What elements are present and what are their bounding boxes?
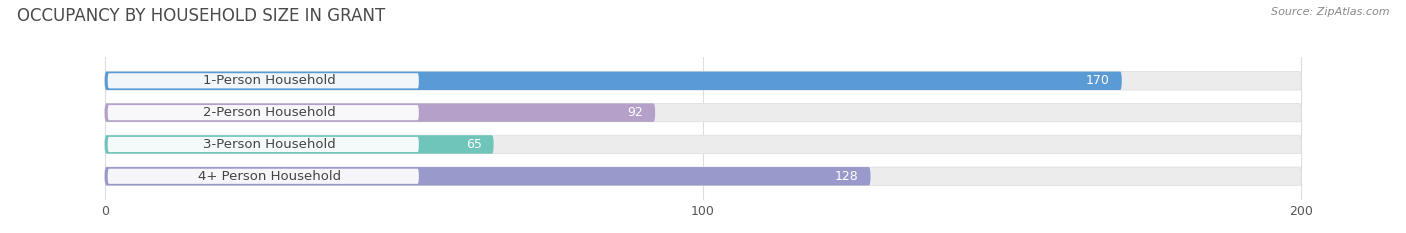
FancyBboxPatch shape — [104, 103, 1302, 122]
Text: OCCUPANCY BY HOUSEHOLD SIZE IN GRANT: OCCUPANCY BY HOUSEHOLD SIZE IN GRANT — [17, 7, 385, 25]
FancyBboxPatch shape — [108, 73, 419, 88]
Text: 170: 170 — [1085, 74, 1109, 87]
Text: 4+ Person Household: 4+ Person Household — [198, 170, 340, 183]
FancyBboxPatch shape — [108, 137, 419, 152]
FancyBboxPatch shape — [104, 167, 1302, 185]
Text: Source: ZipAtlas.com: Source: ZipAtlas.com — [1271, 7, 1389, 17]
Text: 128: 128 — [835, 170, 859, 183]
FancyBboxPatch shape — [108, 169, 419, 184]
Text: 1-Person Household: 1-Person Household — [202, 74, 336, 87]
FancyBboxPatch shape — [108, 105, 419, 120]
FancyBboxPatch shape — [104, 167, 870, 185]
Text: 92: 92 — [627, 106, 643, 119]
Text: 65: 65 — [465, 138, 482, 151]
Text: 2-Person Household: 2-Person Household — [202, 106, 336, 119]
FancyBboxPatch shape — [104, 135, 1302, 154]
FancyBboxPatch shape — [104, 103, 655, 122]
FancyBboxPatch shape — [104, 72, 1302, 90]
FancyBboxPatch shape — [104, 72, 1122, 90]
Text: 3-Person Household: 3-Person Household — [202, 138, 336, 151]
FancyBboxPatch shape — [104, 135, 494, 154]
